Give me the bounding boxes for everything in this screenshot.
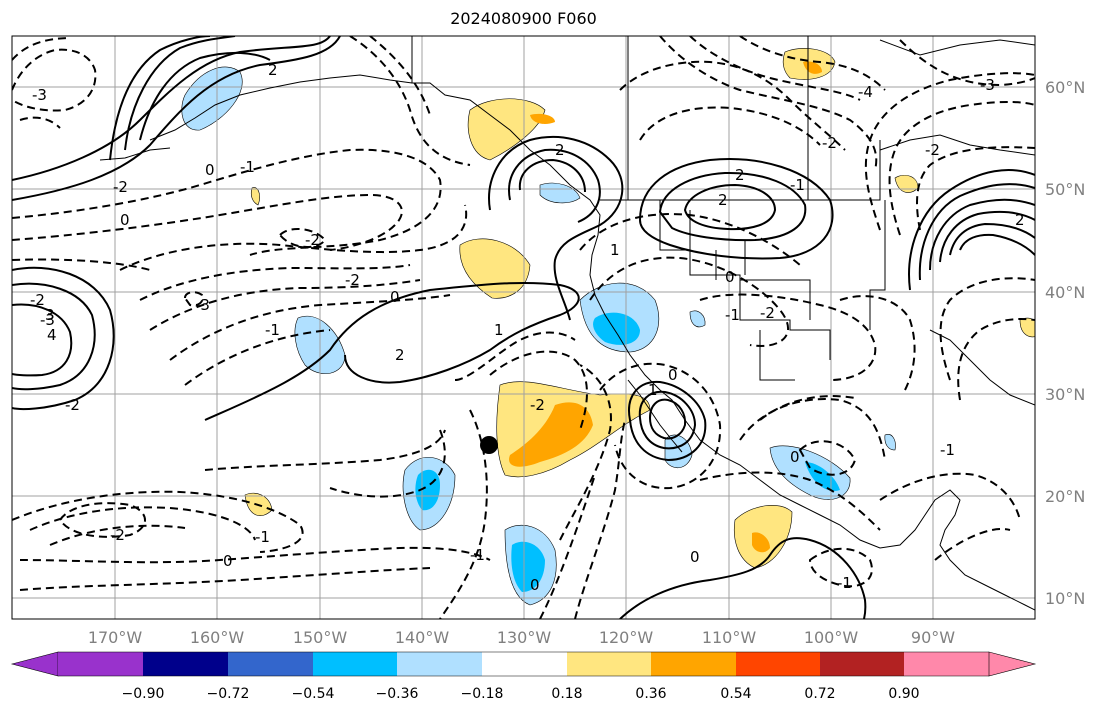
svg-text:1: 1 bbox=[610, 241, 620, 259]
svg-text:-4: -4 bbox=[858, 83, 873, 101]
colorbar-tick: 0.54 bbox=[720, 686, 751, 702]
longitude-labels: 170°W 160°W 150°W 140°W 130°W 120°W 110°… bbox=[88, 628, 955, 647]
svg-text:140°W: 140°W bbox=[395, 628, 450, 647]
svg-text:60°N: 60°N bbox=[1045, 78, 1085, 97]
svg-text:30°N: 30°N bbox=[1045, 385, 1085, 404]
svg-text:-1: -1 bbox=[255, 528, 270, 546]
svg-text:-3: -3 bbox=[195, 296, 210, 314]
svg-text:130°W: 130°W bbox=[497, 628, 552, 647]
svg-text:0: 0 bbox=[530, 576, 540, 594]
svg-text:3: 3 bbox=[45, 306, 55, 324]
colorbar-swatch bbox=[313, 652, 397, 676]
svg-text:4: 4 bbox=[47, 326, 57, 344]
coastlines bbox=[99, 36, 1035, 611]
svg-text:-1: -1 bbox=[470, 546, 485, 564]
contour-labels: -2 -3 -2 -1 0 2 -2 -3 -4 -2 -1 2 0 -1 -2… bbox=[30, 61, 1025, 594]
svg-text:2: 2 bbox=[718, 191, 728, 209]
svg-text:-1: -1 bbox=[940, 441, 955, 459]
negative-contours bbox=[12, 36, 1035, 619]
colorbar-swatch bbox=[143, 652, 228, 676]
svg-text:-3: -3 bbox=[980, 76, 995, 94]
svg-text:-3: -3 bbox=[32, 86, 47, 104]
colorbar-swatch bbox=[651, 652, 736, 676]
svg-text:-2: -2 bbox=[110, 526, 125, 544]
svg-text:2: 2 bbox=[268, 61, 278, 79]
colorbar-low-extend bbox=[10, 651, 59, 677]
svg-text:110°W: 110°W bbox=[702, 628, 757, 647]
colorbar: −0.90 −0.72 −0.54 −0.36 −0.18 0.18 0.36 … bbox=[10, 651, 1037, 702]
svg-text:0: 0 bbox=[223, 552, 233, 570]
colorbar-tick: −0.36 bbox=[376, 686, 419, 702]
svg-text:2: 2 bbox=[395, 346, 405, 364]
colorbar-tick: −0.72 bbox=[207, 686, 250, 702]
svg-text:-1: -1 bbox=[837, 574, 852, 592]
svg-text:0: 0 bbox=[725, 268, 735, 286]
svg-text:0: 0 bbox=[690, 548, 700, 566]
svg-text:160°W: 160°W bbox=[190, 628, 245, 647]
svg-text:-3: -3 bbox=[40, 311, 55, 329]
colorbar-swatch bbox=[567, 652, 651, 676]
svg-text:0: 0 bbox=[205, 161, 215, 179]
svg-text:50°N: 50°N bbox=[1045, 180, 1085, 199]
colorbar-tick: 0.18 bbox=[551, 686, 582, 702]
svg-text:40°N: 40°N bbox=[1045, 283, 1085, 302]
svg-text:10°N: 10°N bbox=[1045, 589, 1085, 608]
colorbar-swatch bbox=[482, 652, 567, 676]
svg-text:120°W: 120°W bbox=[599, 628, 654, 647]
positive-contours bbox=[12, 36, 1035, 619]
colorbar-swatch bbox=[820, 652, 904, 676]
plot-frame bbox=[11, 35, 1036, 620]
svg-text:-1: -1 bbox=[265, 321, 280, 339]
colorbar-swatch bbox=[736, 652, 820, 676]
graticule bbox=[12, 36, 1035, 619]
svg-text:-2: -2 bbox=[30, 291, 45, 309]
colorbar-swatch bbox=[228, 652, 313, 676]
colorbar-swatch bbox=[904, 652, 989, 676]
colorbar-swatch bbox=[58, 652, 143, 676]
colorbar-tick: −0.54 bbox=[292, 686, 335, 702]
shaded-anomalies bbox=[181, 48, 1035, 606]
svg-text:-2: -2 bbox=[822, 134, 837, 152]
svg-text:-2: -2 bbox=[345, 271, 360, 289]
svg-text:100°W: 100°W bbox=[804, 628, 859, 647]
colorbar-tick: 0.72 bbox=[804, 686, 835, 702]
svg-text:-2: -2 bbox=[305, 231, 320, 249]
svg-text:1: 1 bbox=[494, 321, 504, 339]
svg-text:-1: -1 bbox=[725, 306, 740, 324]
colorbar-tick: 0.90 bbox=[888, 686, 919, 702]
svg-text:170°W: 170°W bbox=[88, 628, 143, 647]
svg-text:2: 2 bbox=[555, 141, 565, 159]
latitude-labels: 60°N 50°N 40°N 30°N 20°N 10°N bbox=[1045, 78, 1085, 608]
svg-text:90°W: 90°W bbox=[911, 628, 955, 647]
svg-text:0: 0 bbox=[790, 448, 800, 466]
svg-text:-1: -1 bbox=[240, 158, 255, 176]
svg-text:-1: -1 bbox=[790, 176, 805, 194]
svg-text:2: 2 bbox=[1015, 211, 1025, 229]
colorbar-swatch bbox=[397, 652, 482, 676]
map-title: 2024080900 F060 bbox=[450, 9, 597, 28]
colorbar-tick: −0.18 bbox=[461, 686, 504, 702]
svg-text:-2: -2 bbox=[113, 178, 128, 196]
colorbar-high-extend bbox=[988, 651, 1037, 677]
svg-text:-2: -2 bbox=[760, 304, 775, 322]
svg-text:1: 1 bbox=[648, 381, 658, 399]
svg-text:-2: -2 bbox=[925, 141, 940, 159]
svg-text:20°N: 20°N bbox=[1045, 487, 1085, 506]
svg-text:0: 0 bbox=[390, 288, 400, 306]
svg-text:0: 0 bbox=[120, 211, 130, 229]
colorbar-tick: 0.36 bbox=[635, 686, 666, 702]
storm-center-marker bbox=[480, 436, 498, 454]
svg-text:2: 2 bbox=[735, 166, 745, 184]
colorbar-tick: −0.90 bbox=[122, 686, 165, 702]
svg-text:0: 0 bbox=[668, 366, 678, 384]
svg-text:-2: -2 bbox=[530, 396, 545, 414]
svg-text:150°W: 150°W bbox=[293, 628, 348, 647]
svg-text:-2: -2 bbox=[65, 396, 80, 414]
